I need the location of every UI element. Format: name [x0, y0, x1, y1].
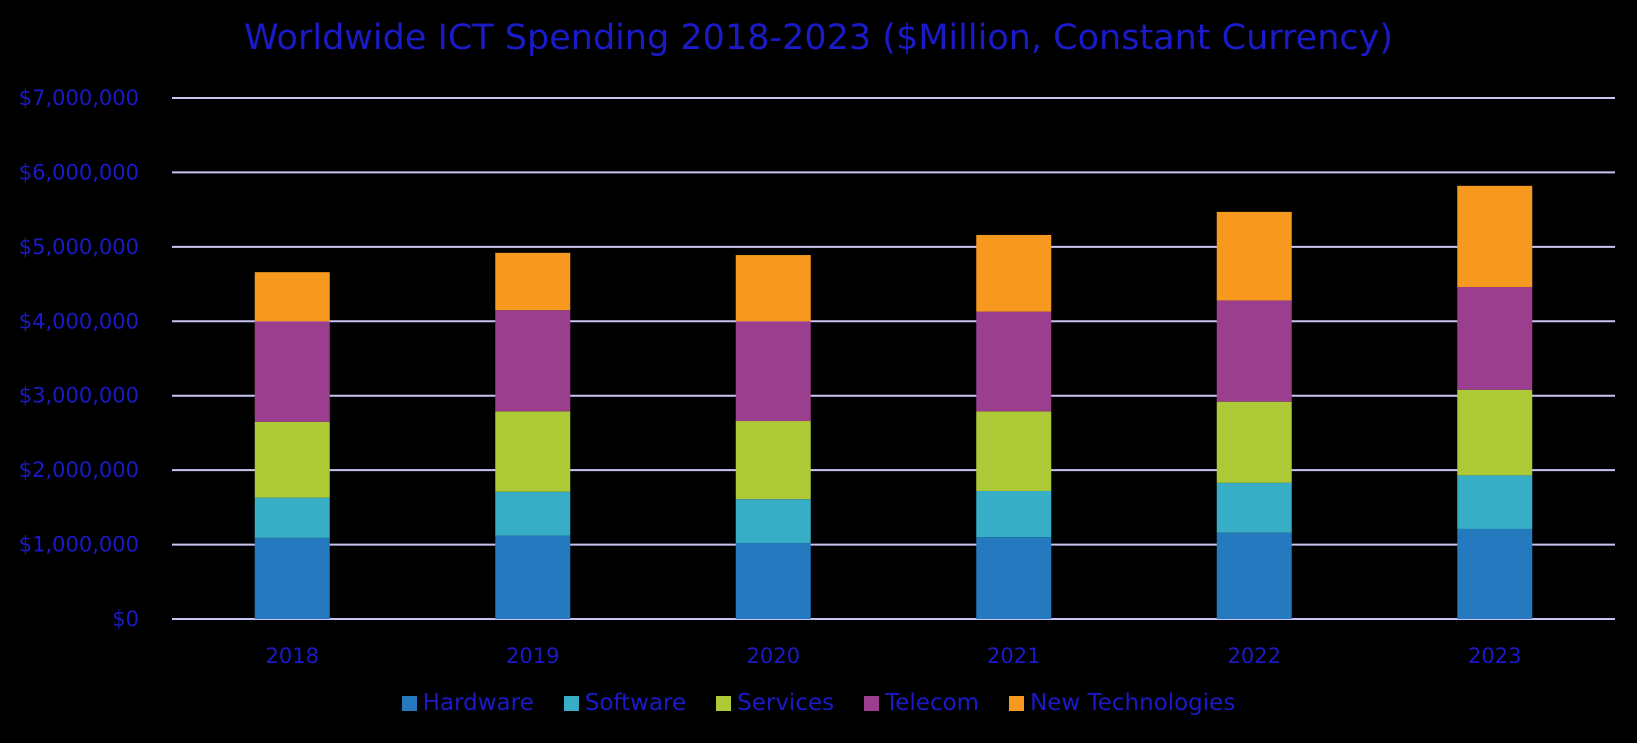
bar-segment-new-technologies: [1216, 211, 1292, 301]
legend: Hardware Software Services Telecom New Techn…: [0, 690, 1637, 716]
x-tick-label: 2018: [266, 644, 319, 668]
legend-label: New Technologies: [1030, 690, 1236, 716]
bar-segment-telecom: [1457, 287, 1533, 390]
y-tick-label: $2,000,000: [19, 458, 139, 482]
bar-segment-hardware: [1457, 528, 1533, 619]
legend-swatch: [716, 695, 732, 711]
legend-item: Software: [563, 690, 687, 716]
bar-segment-services: [1457, 389, 1533, 476]
legend-swatch: [1009, 695, 1025, 711]
bar-segment-software: [1457, 475, 1533, 529]
bar-segment-new-technologies: [495, 252, 571, 311]
bar-segment-new-technologies: [735, 255, 811, 322]
y-tick-label: $3,000,000: [19, 384, 139, 408]
legend-label: Software: [584, 690, 687, 716]
x-tick-label: 2023: [1468, 644, 1521, 668]
x-tick-label: 2020: [747, 644, 800, 668]
y-axis-ticks: $0 $1,000,000 $2,000,000 $3,000,000 $4,000,0…: [19, 86, 139, 631]
legend-label: Telecom: [885, 690, 980, 716]
bar-segment-telecom: [495, 310, 571, 412]
bar-segment-software: [976, 490, 1052, 538]
x-tick-label: 2021: [987, 644, 1040, 668]
bar-segment-new-technologies: [1457, 185, 1533, 288]
bar-segment-hardware: [495, 535, 571, 619]
legend-item: Hardware: [401, 690, 534, 716]
bar-segment-new-technologies: [976, 234, 1052, 312]
legend-item: New Technologies: [1009, 690, 1235, 716]
bar-segment-software: [735, 499, 811, 544]
chart-title: Worldwide ICT Spending 2018-2023 ($Milli…: [244, 18, 1393, 58]
gridlines: [172, 97, 1615, 620]
bar-segment-services: [735, 421, 811, 500]
legend-swatch: [563, 695, 579, 711]
bar-segment-hardware: [735, 543, 811, 619]
bar-segment-hardware: [1216, 532, 1292, 619]
y-tick-label: $6,000,000: [19, 160, 139, 184]
y-tick-label: $4,000,000: [19, 309, 139, 333]
bar-segment-services: [976, 411, 1052, 491]
x-axis-ticks: 2018 2019 2020 2021 2022 2023: [266, 644, 1522, 668]
bar-segment-hardware: [254, 537, 330, 619]
bar-segment-software: [495, 491, 571, 536]
bar-segment-hardware: [976, 537, 1052, 619]
bar-segment-services: [1216, 401, 1292, 483]
legend-label: Services: [737, 690, 835, 716]
bar-segment-software: [1216, 482, 1292, 533]
bar-stacks: [254, 185, 1533, 619]
y-tick-label: $5,000,000: [19, 235, 139, 259]
bar-segment-services: [495, 411, 571, 492]
bar-segment-telecom: [254, 321, 330, 422]
bar-segment-telecom: [1216, 300, 1292, 402]
legend-swatch: [401, 695, 417, 711]
x-tick-label: 2019: [506, 644, 559, 668]
legend-label: Hardware: [422, 690, 534, 716]
legend-item: Services: [716, 690, 834, 716]
bar-segment-telecom: [976, 311, 1052, 412]
bar-segment-services: [254, 421, 330, 498]
bar-segment-new-technologies: [254, 272, 330, 322]
bar-segment-telecom: [735, 321, 811, 422]
legend-swatch: [864, 695, 880, 711]
y-tick-label: $1,000,000: [19, 533, 139, 557]
x-tick-label: 2022: [1228, 644, 1281, 668]
y-tick-label: $0: [112, 607, 139, 631]
y-tick-label: $7,000,000: [19, 86, 139, 110]
bar-segment-software: [254, 497, 330, 538]
legend-item: Telecom: [864, 690, 979, 716]
